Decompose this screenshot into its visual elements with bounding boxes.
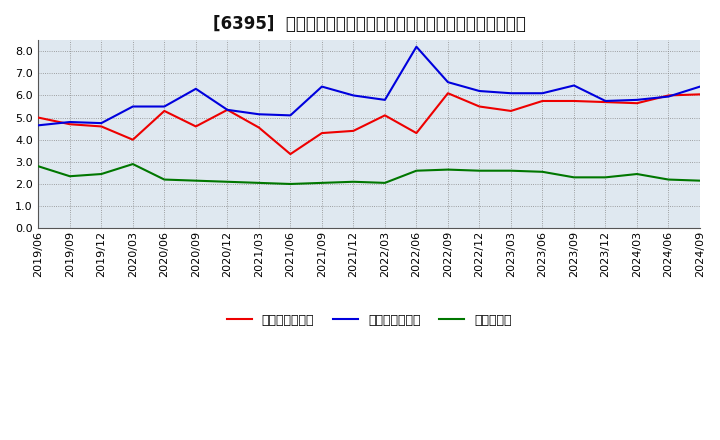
買入債務回転率	[696, 84, 704, 89]
買入債務回転率	[444, 80, 452, 85]
買入債務回転率	[664, 94, 672, 99]
売上債権回転率	[318, 130, 326, 136]
売上債権回転率	[412, 130, 420, 136]
売上債権回転率	[538, 99, 546, 104]
買入債務回転率	[633, 97, 642, 103]
買入債務回転率	[601, 99, 610, 104]
在庫回転率	[601, 175, 610, 180]
Title: [6395]  売上債権回転率、買入債務回転率、在庫回転率の推移: [6395] 売上債権回転率、買入債務回転率、在庫回転率の推移	[212, 15, 526, 33]
売上債権回転率	[66, 121, 74, 127]
買入債務回転率	[318, 84, 326, 89]
Line: 買入債務回転率: 買入債務回転率	[38, 47, 700, 125]
買入債務回転率	[349, 93, 358, 98]
買入債務回転率	[286, 113, 294, 118]
買入債務回転率	[255, 112, 264, 117]
買入債務回転率	[412, 44, 420, 49]
売上債権回転率	[255, 125, 264, 130]
買入債務回転率	[66, 119, 74, 125]
在庫回転率	[128, 161, 137, 167]
在庫回転率	[192, 178, 200, 183]
売上債権回転率	[601, 99, 610, 105]
売上債権回転率	[192, 124, 200, 129]
売上債権回転率	[286, 151, 294, 157]
在庫回転率	[664, 177, 672, 182]
在庫回転率	[66, 174, 74, 179]
買入債務回転率	[223, 107, 232, 113]
買入債務回転率	[34, 123, 42, 128]
Line: 売上債権回転率: 売上債権回転率	[38, 93, 700, 154]
在庫回転率	[570, 175, 578, 180]
在庫回転率	[349, 179, 358, 184]
Legend: 売上債権回転率, 買入債務回転率, 在庫回転率: 売上債権回転率, 買入債務回転率, 在庫回転率	[227, 314, 512, 326]
売上債権回転率	[570, 99, 578, 104]
在庫回転率	[412, 168, 420, 173]
買入債務回転率	[538, 91, 546, 96]
売上債権回転率	[223, 107, 232, 113]
在庫回転率	[696, 178, 704, 183]
売上債権回転率	[97, 124, 106, 129]
在庫回転率	[34, 164, 42, 169]
在庫回転率	[475, 168, 484, 173]
買入債務回転率	[507, 91, 516, 96]
在庫回転率	[318, 180, 326, 186]
在庫回転率	[255, 180, 264, 186]
在庫回転率	[160, 177, 168, 182]
売上債権回転率	[696, 92, 704, 97]
売上債権回転率	[128, 137, 137, 143]
売上債権回転率	[160, 108, 168, 114]
売上債権回転率	[507, 108, 516, 114]
売上債権回転率	[349, 128, 358, 133]
在庫回転率	[381, 180, 390, 186]
在庫回転率	[633, 172, 642, 177]
在庫回転率	[444, 167, 452, 172]
在庫回転率	[97, 172, 106, 177]
売上債権回転率	[664, 93, 672, 98]
買入債務回転率	[160, 104, 168, 109]
売上債権回転率	[444, 91, 452, 96]
買入債務回転率	[570, 83, 578, 88]
買入債務回転率	[381, 97, 390, 103]
買入債務回転率	[97, 121, 106, 126]
買入債務回転率	[475, 88, 484, 94]
在庫回転率	[286, 181, 294, 187]
Line: 在庫回転率: 在庫回転率	[38, 164, 700, 184]
在庫回転率	[538, 169, 546, 174]
売上債権回転率	[475, 104, 484, 109]
買入債務回転率	[128, 104, 137, 109]
在庫回転率	[507, 168, 516, 173]
売上債権回転率	[381, 113, 390, 118]
買入債務回転率	[192, 86, 200, 92]
在庫回転率	[223, 179, 232, 184]
売上債権回転率	[633, 101, 642, 106]
売上債権回転率	[34, 115, 42, 120]
